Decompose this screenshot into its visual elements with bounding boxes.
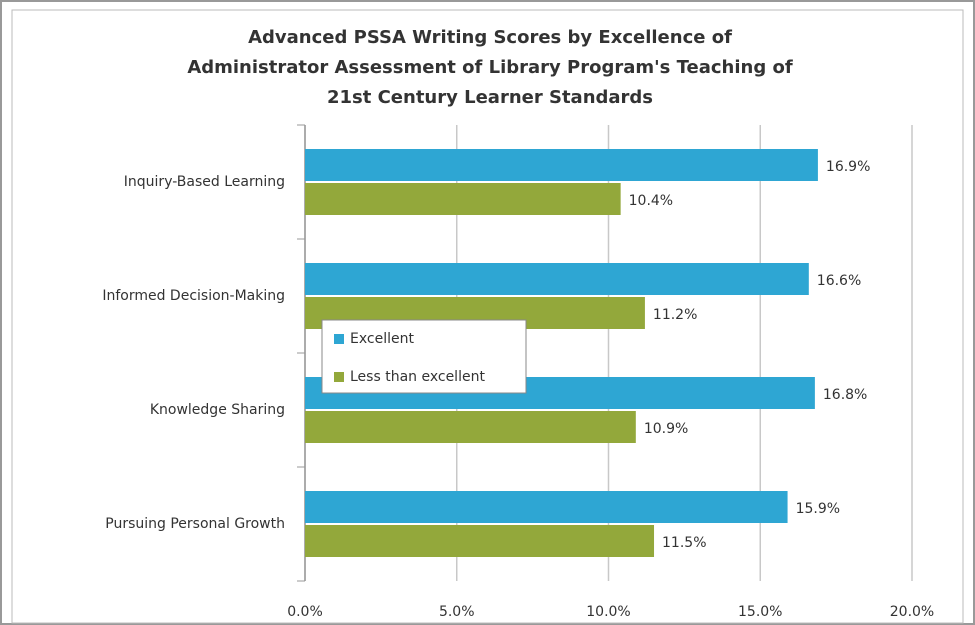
bar (305, 411, 636, 443)
bar (305, 491, 788, 523)
x-tick-label: 10.0% (586, 604, 630, 620)
x-tick-label: 5.0% (439, 604, 475, 620)
value-label: 16.6% (817, 273, 861, 289)
y-tick-label: Inquiry-Based Learning (124, 174, 285, 190)
y-tick-label: Knowledge Sharing (150, 402, 285, 418)
legend-label: Excellent (350, 331, 414, 347)
x-tick-label: 20.0% (890, 604, 934, 620)
chart-title: Advanced PSSA Writing Scores by Excellen… (248, 27, 732, 48)
x-tick-label: 0.0% (287, 604, 323, 620)
y-tick-label: Pursuing Personal Growth (105, 516, 285, 532)
value-label: 15.9% (796, 501, 840, 517)
value-label: 16.9% (826, 159, 870, 175)
bar (305, 149, 818, 181)
bar (305, 525, 655, 557)
value-label: 10.9% (644, 421, 688, 437)
legend-box (321, 319, 527, 394)
y-tick-label: Informed Decision-Making (102, 288, 285, 304)
legend-swatch (334, 334, 344, 344)
value-label: 11.5% (662, 535, 706, 551)
bar (305, 263, 809, 295)
value-label: 10.4% (629, 193, 673, 209)
legend-label: Less than excellent (350, 369, 485, 385)
value-label: 11.2% (653, 307, 697, 323)
chart-title: Administrator Assessment of Library Prog… (187, 57, 793, 78)
legend: Excellent Less than excellent (321, 319, 527, 394)
x-tick-label: 15.0% (738, 604, 782, 620)
value-label: 16.8% (823, 387, 867, 403)
legend-swatch (334, 372, 344, 382)
chart-title: 21st Century Learner Standards (327, 87, 653, 108)
bar (305, 183, 621, 215)
